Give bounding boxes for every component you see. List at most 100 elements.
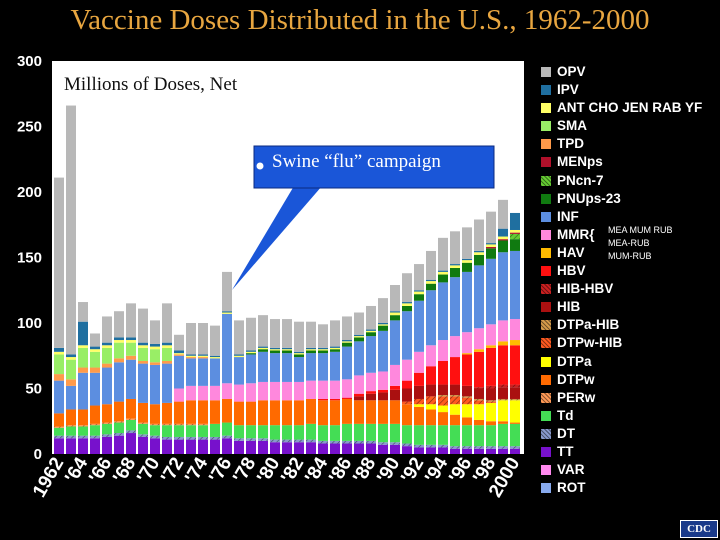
- bar-1967-td: [114, 422, 124, 434]
- bar-1968-dtpw: [126, 398, 136, 419]
- bar-1999-hbv: [498, 345, 508, 385]
- legend-label: DTPw: [557, 371, 595, 387]
- bar-1962-ant-cho-jen-rab-yf: [54, 351, 64, 355]
- bar-1995-hbv: [450, 357, 460, 385]
- legend-item: ANT CHO JEN RAB YF: [541, 99, 720, 117]
- bar-1998-dtpw: [486, 421, 496, 426]
- bar-hatch-1970-dt: [150, 435, 160, 439]
- bar-1975-dtpw: [210, 400, 220, 424]
- legend: OPV IPV ANT CHO JEN RAB YF SMA TPD MENps PNcn-…: [541, 63, 720, 497]
- bar-hatch-1997-dtpa-hib: [474, 398, 484, 401]
- bar-1969-ant-cho-jen-rab-yf: [138, 345, 148, 348]
- bar-1978-opv: [246, 317, 256, 351]
- bar-1996-dtpw: [462, 417, 472, 426]
- bar-1967-inf: [114, 362, 124, 402]
- bar-1972-inf: [174, 355, 184, 389]
- mmr-note-mea-rub: MEA-RUB: [608, 238, 650, 248]
- bar-1995-hib: [450, 384, 460, 396]
- bar-1967-sma: [114, 342, 124, 359]
- bar-1981-ant-cho-jen-rab-yf: [282, 349, 292, 351]
- bar-1992-opv: [414, 264, 424, 291]
- legend-item: DTPa: [541, 353, 720, 371]
- bar-1993-ipv: [426, 279, 436, 282]
- bar-1982-dtpw: [294, 400, 304, 426]
- bar-1971-ipv: [162, 342, 172, 346]
- bar-1990-td: [390, 423, 400, 443]
- bar-1999-ant-cho-jen-rab-yf: [498, 236, 508, 240]
- legend-label: TT: [557, 443, 574, 459]
- y-tick-100: 100: [17, 315, 42, 332]
- legend-item: INF: [541, 208, 720, 226]
- bar-1967-ant-cho-jen-rab-yf: [114, 340, 124, 343]
- bar-1989-inf: [378, 330, 388, 372]
- bar-1983-inf: [306, 353, 316, 381]
- bar-1973-tpd: [186, 357, 196, 359]
- bar-1979-dtpw: [258, 400, 268, 426]
- bar-hatch-1967-dt: [114, 433, 124, 436]
- bar-hatch-1998-dt: [486, 446, 496, 449]
- bar-hatch-1973-dt: [186, 436, 196, 440]
- legend-label: HIB: [557, 299, 581, 315]
- bar-1990-mmr: [390, 364, 400, 386]
- bar-hatch-1974-perw: [198, 423, 208, 426]
- legend-label: ANT CHO JEN RAB YF: [557, 100, 703, 116]
- legend-swatch: [541, 67, 551, 77]
- bar-1983-ant-cho-jen-rab-yf: [306, 349, 316, 351]
- y-tick-150: 150: [17, 250, 42, 267]
- bar-1995-mmr: [450, 336, 460, 358]
- bar-hatch-1963-perw: [66, 425, 76, 427]
- bar-hatch-1982-dt: [294, 439, 304, 443]
- bar-1990-ipv: [390, 311, 400, 313]
- bar-hatch-1986-dt: [342, 440, 352, 444]
- bar-1998-hbv: [486, 347, 496, 386]
- bar-1963-td: [66, 426, 76, 436]
- bar-1982-ant-cho-jen-rab-yf: [294, 353, 304, 355]
- bar-1975-inf: [210, 358, 220, 386]
- legend-swatch: [541, 356, 551, 367]
- legend-item: PNcn-7: [541, 172, 720, 190]
- bar-1980-td: [270, 425, 280, 440]
- bar-2000-menps: [510, 232, 520, 234]
- bar-1973-tt: [186, 439, 196, 454]
- bar-hatch-1985-dt: [330, 440, 340, 444]
- y-axis-unit-label: Millions of Doses, Net: [64, 74, 238, 95]
- bar-1970-opv: [150, 320, 160, 344]
- bar-1977-dtpw: [234, 401, 244, 426]
- bar-hatch-1979-dt: [258, 438, 268, 441]
- bar-hatch-1966-dt: [102, 434, 112, 437]
- bar-1998-inf: [486, 258, 496, 325]
- bar-1967-tt: [114, 435, 124, 454]
- bar-1996-pnups-23: [462, 262, 472, 272]
- bar-1982-inf: [294, 357, 304, 382]
- bar-1967-dtpw: [114, 401, 124, 422]
- bar-1972-td: [174, 425, 184, 437]
- bar-1983-opv: [306, 321, 316, 348]
- swine-flu-annotation: Swine “flu” campaign: [272, 151, 441, 172]
- bar-1968-ipv: [126, 337, 136, 341]
- bar-1970-ant-cho-jen-rab-yf: [150, 346, 160, 350]
- legend-item: IPV: [541, 81, 720, 99]
- bar-hatch-1998-dtpw-hib: [486, 401, 496, 403]
- bar-1971-tt: [162, 439, 172, 454]
- bar-1990-tt: [390, 444, 400, 454]
- bar-1986-hbv: [342, 397, 352, 399]
- bar-1988-hbv: [366, 391, 376, 394]
- bar-1965-td: [90, 425, 100, 436]
- legend-item: ROT: [541, 479, 720, 497]
- bar-1974-ipv: [198, 354, 208, 356]
- bar-1991-ipv: [402, 302, 412, 304]
- bar-1993-td: [426, 425, 436, 445]
- bar-1999-hav: [498, 341, 508, 346]
- bar-1986-ant-cho-jen-rab-yf: [342, 341, 352, 343]
- bar-hatch-1962-perw: [54, 426, 64, 428]
- chart-title: Vaccine Doses Distributed in the U.S., 1…: [70, 4, 650, 36]
- bar-1991-pnups-23: [402, 305, 412, 312]
- bar-hatch-1995-dtpa-hib: [450, 395, 460, 397]
- bar-1996-opv: [462, 227, 472, 259]
- bar-1981-inf: [282, 353, 292, 382]
- bar-hatch-1998-hib-hbv: [486, 385, 496, 389]
- bar-1975-ant-cho-jen-rab-yf: [210, 357, 220, 359]
- bar-1974-ant-cho-jen-rab-yf: [198, 355, 208, 358]
- bar-1966-ant-cho-jen-rab-yf: [102, 345, 112, 348]
- bar-hatch-1975-dt: [210, 436, 220, 440]
